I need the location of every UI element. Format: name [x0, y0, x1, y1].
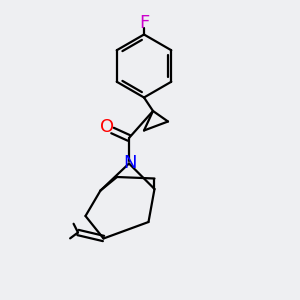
Text: F: F	[139, 14, 149, 32]
Text: N: N	[123, 154, 137, 172]
Text: O: O	[100, 118, 114, 136]
